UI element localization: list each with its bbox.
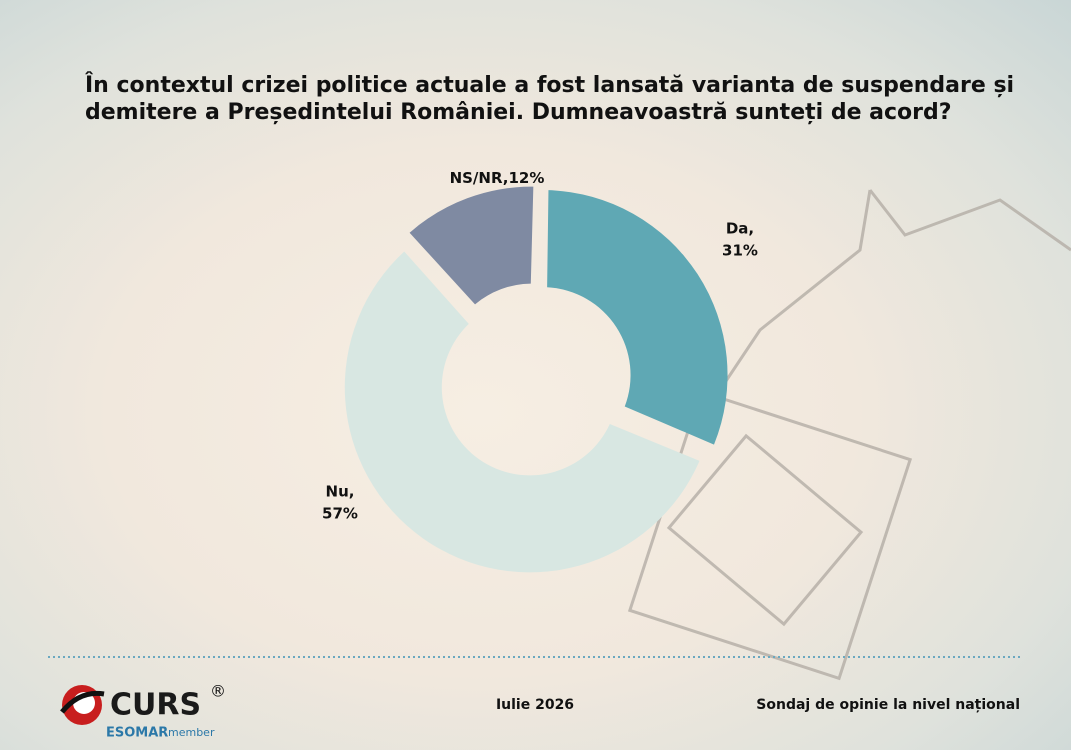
donut-segment [547, 190, 728, 445]
ballot-illustration [627, 189, 1071, 681]
value-label: 57% [322, 505, 358, 523]
category-label: Da, [726, 220, 754, 238]
footer-note: Sondaj de opinie la nivel național [756, 697, 1020, 713]
logo [60, 685, 105, 725]
footer-date: Iulie 2026 [496, 697, 574, 713]
category-label: Nu, [326, 483, 355, 501]
chart-title: În contextul crizei politice actuale a f… [85, 73, 1015, 125]
donut-segment [344, 251, 700, 573]
category-label: NS/NR, [450, 169, 509, 187]
donut-segment [409, 186, 534, 305]
esomar-member: member [168, 726, 215, 739]
logo-text: CURS [110, 688, 201, 723]
segment-label: NS/NR,12% [450, 169, 545, 187]
value-label: 31% [722, 242, 758, 260]
esomar: ESOMAR [106, 726, 168, 741]
value-label: 12% [509, 169, 545, 187]
registered: ® [210, 682, 226, 701]
